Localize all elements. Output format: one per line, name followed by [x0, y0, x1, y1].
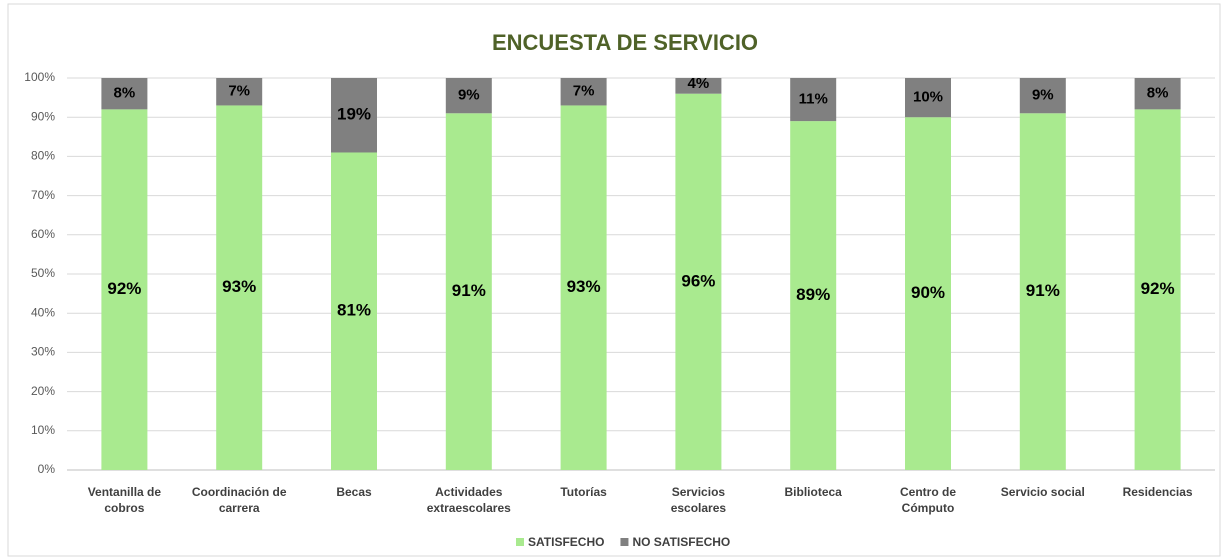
- y-tick-label: 70%: [31, 188, 55, 202]
- bar-segment: [905, 117, 951, 470]
- x-tick-label: Becas: [336, 485, 372, 499]
- y-tick-label: 80%: [31, 149, 55, 163]
- data-label: 89%: [796, 285, 830, 304]
- data-label: 10%: [913, 89, 943, 106]
- data-label: 90%: [911, 283, 945, 302]
- data-label: 9%: [458, 87, 480, 104]
- data-label: 9%: [1032, 87, 1054, 104]
- bar-segment: [1019, 113, 1066, 470]
- chart-title: ENCUESTA DE SERVICIO: [492, 30, 758, 55]
- bar-segment: [790, 78, 837, 122]
- x-tick-label: Residencias: [1122, 485, 1193, 499]
- bar-segment: [1019, 78, 1066, 114]
- data-label: 93%: [567, 277, 601, 296]
- bar-segment: [905, 78, 951, 118]
- x-tick-label: Ventanilla de cobros: [87, 485, 162, 515]
- x-tick-label: Coordinación de carrera: [191, 485, 287, 515]
- bar-segment: [101, 78, 148, 110]
- bar-segment: [560, 105, 607, 470]
- x-tick-label: Actividades extraescolares: [426, 485, 511, 515]
- legend-swatch: [516, 538, 524, 546]
- y-tick-label: 40%: [31, 305, 55, 319]
- x-tick-label: Centro de Cómputo: [899, 485, 956, 515]
- data-label: 96%: [681, 271, 715, 290]
- bar-segment: [675, 78, 722, 94]
- legend-swatch: [620, 538, 629, 546]
- y-tick-label: 10%: [31, 423, 55, 437]
- bar-segment: [1134, 78, 1181, 110]
- data-label: 19%: [337, 105, 371, 124]
- data-label: 8%: [1147, 85, 1169, 102]
- bar-segment: [445, 113, 492, 470]
- data-label: 7%: [228, 83, 250, 100]
- data-label: 91%: [452, 281, 486, 300]
- data-label: 81%: [337, 301, 371, 320]
- y-tick-label: 90%: [31, 109, 55, 123]
- bar-segment: [560, 78, 607, 106]
- x-tick-label: Tutorías: [560, 485, 607, 499]
- bar-segment: [216, 78, 263, 106]
- legend-label: SATISFECHO: [528, 535, 604, 549]
- bar-segment: [1134, 109, 1181, 471]
- data-label: 8%: [114, 85, 136, 102]
- y-tick-label: 20%: [31, 384, 55, 398]
- y-tick-label: 30%: [31, 345, 55, 359]
- x-tick-label: Servicios escolares: [670, 485, 727, 515]
- chart-frame: [7, 3, 1221, 557]
- bar-segment: [216, 105, 263, 470]
- bar-segment: [331, 78, 377, 153]
- data-label: 91%: [1026, 281, 1060, 300]
- data-label: 7%: [573, 83, 595, 100]
- y-tick-label: 100%: [24, 70, 55, 84]
- bar-segment: [445, 78, 492, 114]
- x-tick-label: Biblioteca: [784, 485, 842, 499]
- bar-segment: [790, 121, 837, 471]
- bar-segment: [101, 109, 148, 471]
- bar-segment: [331, 152, 377, 471]
- y-tick-label: 0%: [38, 462, 56, 476]
- y-tick-label: 50%: [31, 266, 55, 280]
- data-label: 93%: [222, 277, 256, 296]
- legend-label: NO SATISFECHO: [632, 535, 730, 549]
- bar-segment: [675, 93, 722, 471]
- y-tick-label: 60%: [31, 227, 55, 241]
- data-label: 11%: [799, 91, 828, 108]
- x-tick-label: Servicio social: [1000, 485, 1085, 499]
- data-label: 4%: [688, 75, 710, 92]
- data-label: 92%: [1141, 279, 1175, 298]
- data-label: 92%: [107, 279, 141, 298]
